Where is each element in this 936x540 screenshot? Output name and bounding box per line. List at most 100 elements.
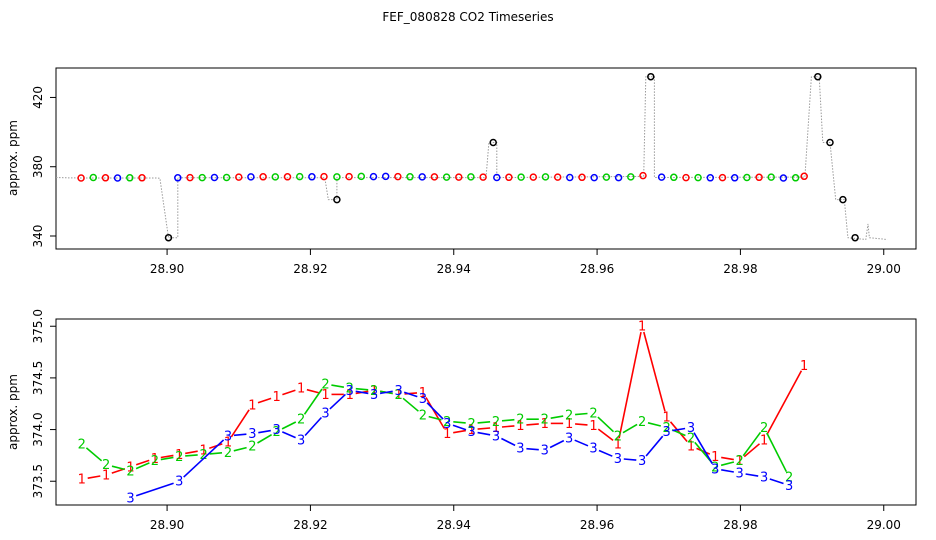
plot-frame-top bbox=[55, 67, 917, 250]
series-1-segment bbox=[721, 456, 734, 461]
series-2-segment bbox=[647, 422, 661, 427]
data-point-blue bbox=[418, 173, 426, 181]
series-1-point-label: 1 bbox=[346, 388, 354, 403]
co2-average-panel: approx. ppm 28.90 28.92 28.94 28.96 28.98 29.… bbox=[6, 309, 917, 532]
series-3-segment bbox=[549, 439, 565, 449]
data-point-green bbox=[791, 174, 800, 182]
series-2-segment bbox=[111, 465, 125, 471]
series-1-segment bbox=[306, 388, 320, 394]
series-2-segment bbox=[85, 447, 103, 462]
data-point-black bbox=[647, 72, 655, 81]
series-3-segment bbox=[452, 424, 467, 431]
data-point-red bbox=[578, 173, 586, 182]
x-tick-label-bottom: 28.92 bbox=[293, 518, 327, 532]
series-2-segment bbox=[185, 454, 198, 457]
data-point-blue bbox=[308, 173, 316, 181]
series-2-point-label: 2 bbox=[248, 440, 256, 455]
series-2-segment bbox=[331, 384, 345, 388]
data-point-green bbox=[541, 173, 550, 181]
series-1-point-label: 1 bbox=[736, 454, 744, 469]
series-3-segment bbox=[526, 447, 539, 451]
x-tick-label-bottom: 28.90 bbox=[150, 518, 184, 532]
series-2: 2 2 2 2 2 2 2 2 2 2 2 2 2 2 2 2 2 2 2 2 2 2 2 2 2 2 2 2 2 2 bbox=[78, 378, 794, 486]
series-3-point-label: 3 bbox=[541, 444, 549, 459]
y-tick-label-bottom: 374.5 bbox=[31, 361, 45, 395]
x-tick-label-top: 28.92 bbox=[293, 262, 327, 276]
data-point-red bbox=[283, 173, 292, 181]
series-2-segment bbox=[209, 452, 223, 455]
data-point-black bbox=[333, 195, 341, 204]
series-3-point-label: 3 bbox=[443, 417, 451, 432]
series-1-point-label: 1 bbox=[321, 388, 329, 403]
series-1-point-label: 1 bbox=[248, 398, 256, 413]
series-2-point-label: 2 bbox=[711, 460, 719, 475]
data-point-black bbox=[489, 138, 497, 147]
data-point-blue bbox=[493, 173, 501, 182]
series-2-point-label: 2 bbox=[175, 450, 183, 465]
axes-top: 28.90 28.92 28.94 28.96 28.98 29.00 340 380 420 bbox=[31, 86, 901, 276]
series-2-segment bbox=[428, 415, 442, 421]
series-2-point-label: 2 bbox=[736, 454, 744, 469]
data-point-black bbox=[814, 72, 822, 81]
x-tick-label-top: 28.94 bbox=[437, 262, 471, 276]
data-point-red bbox=[101, 174, 110, 182]
series-1-point-label: 1 bbox=[468, 423, 476, 438]
series-3-segment bbox=[355, 390, 369, 395]
series-3-point-label: 3 bbox=[321, 407, 329, 422]
data-point-blue bbox=[247, 173, 255, 181]
series-3-segment bbox=[769, 478, 784, 485]
series-1-segment bbox=[453, 429, 466, 434]
series-3-point-label: 3 bbox=[687, 421, 695, 436]
y-tick-label-bottom: 375.0 bbox=[31, 309, 45, 343]
series-3-point-label: 3 bbox=[565, 431, 573, 446]
data-point-green bbox=[89, 173, 98, 182]
series-3-point-label: 3 bbox=[468, 425, 476, 440]
data-point-green bbox=[406, 173, 414, 181]
data-point-blue bbox=[381, 172, 390, 181]
series-2-segment bbox=[453, 421, 466, 424]
y-axis-label-bottom: approx. ppm bbox=[6, 374, 20, 450]
series-3-point-label: 3 bbox=[516, 442, 524, 457]
series-3-point-label: 3 bbox=[394, 384, 402, 399]
series-3-segment bbox=[623, 458, 637, 461]
data-point-blue bbox=[174, 174, 182, 182]
y-tick-label-bottom: 374.0 bbox=[31, 412, 45, 446]
series-2-segment bbox=[742, 431, 762, 457]
series-3-segment bbox=[183, 439, 225, 478]
series-2-point-label: 2 bbox=[760, 421, 768, 436]
series-3-point-label: 3 bbox=[736, 467, 744, 482]
series-2-point-label: 2 bbox=[785, 471, 793, 486]
x-tick-label-top: 28.98 bbox=[723, 262, 757, 276]
series-1-point-label: 1 bbox=[662, 411, 670, 426]
series-3-segment bbox=[745, 473, 759, 477]
series-1-segment bbox=[643, 331, 666, 412]
series-1-point-label: 1 bbox=[78, 473, 86, 488]
series-3: 3 3 3 3 3 3 3 3 3 3 3 3 3 3 3 3 3 3 3 3 3 3 3 3 3 3 bbox=[126, 384, 793, 507]
series-2-point-label: 2 bbox=[321, 378, 329, 393]
series-2-segment bbox=[597, 416, 615, 433]
series-1-segment bbox=[597, 428, 614, 442]
series-1-segment bbox=[87, 475, 101, 479]
series-2-segment bbox=[281, 421, 297, 430]
data-point-green bbox=[670, 173, 678, 182]
series-3-point-label: 3 bbox=[760, 471, 768, 486]
data-point-red bbox=[138, 174, 146, 182]
series-3-point-label: 3 bbox=[785, 479, 793, 494]
series-1-segment bbox=[185, 450, 198, 455]
x-tick-label-bottom: 28.94 bbox=[437, 518, 471, 532]
data-point-blue bbox=[210, 173, 219, 182]
series-1-segment bbox=[257, 397, 272, 404]
series-3-segment bbox=[329, 393, 346, 410]
co2-trace bbox=[55, 76, 888, 241]
data-point-red bbox=[553, 173, 562, 181]
series-1-point-label: 1 bbox=[126, 460, 134, 475]
series-2-point-label: 2 bbox=[443, 415, 451, 430]
data-point-red bbox=[77, 174, 85, 182]
data-point-red bbox=[455, 173, 463, 181]
series-3-point-label: 3 bbox=[492, 429, 500, 444]
data-point-red bbox=[235, 173, 243, 181]
data-point-green bbox=[743, 173, 751, 182]
series-1-segment bbox=[618, 331, 642, 439]
series-2-point-label: 2 bbox=[516, 413, 524, 428]
data-point-green bbox=[627, 173, 635, 181]
